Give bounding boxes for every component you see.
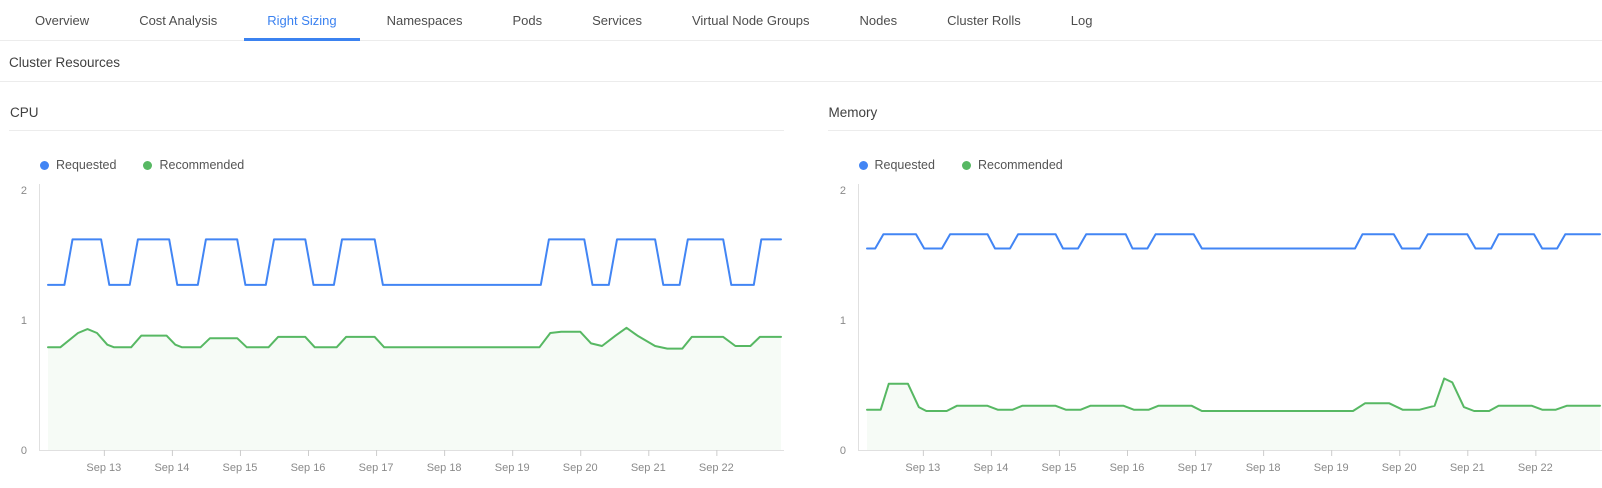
memory-chart: 0 1 2 Sep 13 Sep 14 Sep 15 Sep 16 Sep 17 Sep 18 S… <box>828 178 1602 481</box>
requested-dot-icon <box>40 160 49 170</box>
cpu-chart-svg: 0 1 2 Sep 13 Sep 14 Sep 15 Sep 16 Sep 17 Sep 18 S… <box>21 184 784 474</box>
section-header: Cluster Resources <box>0 41 1602 82</box>
tab-virtual-node-groups[interactable]: Virtual Node Groups <box>691 12 810 28</box>
memory-chart-svg: 0 1 2 Sep 13 Sep 14 Sep 15 Sep 16 Sep 17 Sep 18 S… <box>839 184 1602 474</box>
tab-right-sizing[interactable]: Right Sizing <box>242 0 361 41</box>
x-tick-label: Sep 14 <box>154 462 189 474</box>
x-tick-label: Sep 14 <box>973 462 1008 474</box>
x-tick-label: Sep 17 <box>359 462 394 474</box>
tab-namespaces[interactable]: Namespaces <box>386 12 463 28</box>
cpu-chart-legend: Requested Recommended <box>40 158 784 172</box>
x-tick-label: Sep 20 <box>563 462 598 474</box>
x-tick-label: Sep 15 <box>1041 462 1076 474</box>
requested-line <box>47 238 782 286</box>
cpu-chart-title: CPU <box>9 103 784 131</box>
x-tick-label: Sep 22 <box>1517 462 1552 474</box>
tab-services[interactable]: Services <box>592 12 642 28</box>
y-tick-label: 2 <box>21 185 27 197</box>
cpu-chart-panel: CPU Requested Recommended 0 1 2 Sep 13 Sep 14… <box>9 103 784 481</box>
tab-bar: Overview Cost Analysis Right Sizing Namespa… <box>0 0 1602 41</box>
x-tick-label: Sep 19 <box>1313 462 1348 474</box>
x-tick-label: Sep 13 <box>905 462 940 474</box>
y-tick-label: 2 <box>839 185 845 197</box>
recommended-dot-icon <box>143 160 153 170</box>
x-tick-label: Sep 17 <box>1177 462 1212 474</box>
cpu-chart: 0 1 2 Sep 13 Sep 14 Sep 15 Sep 16 Sep 17 Sep 18 S… <box>9 178 784 481</box>
tab-cost-analysis[interactable]: Cost Analysis <box>139 12 218 28</box>
x-tick-label: Sep 21 <box>1449 462 1484 474</box>
tab-pods[interactable]: Pods <box>512 12 543 28</box>
tab-nodes[interactable]: Nodes <box>859 12 898 28</box>
recommended-line <box>865 377 1601 412</box>
tab-log[interactable]: Log <box>1070 12 1093 28</box>
memory-chart-panel: Memory Requested Recommended 0 1 2 Sep 13 Sep… <box>827 103 1602 481</box>
tab-overview[interactable]: Overview <box>35 12 90 28</box>
y-tick-label: 0 <box>839 445 845 457</box>
memory-chart-title: Memory <box>827 103 1602 131</box>
requested-dot-icon <box>858 160 868 170</box>
x-tick-label: Sep 18 <box>427 462 462 474</box>
y-tick-label: 1 <box>21 315 27 327</box>
x-tick-label: Sep 13 <box>86 462 121 474</box>
x-tick-label: Sep 19 <box>495 462 530 474</box>
legend-label-requested: Requested <box>56 158 117 172</box>
legend-label-requested: Requested <box>874 158 935 172</box>
legend-item-recommended[interactable]: Recommended <box>961 158 1063 172</box>
x-tick-label: Sep 22 <box>699 462 734 474</box>
legend-label-recommended: Recommended <box>977 158 1063 172</box>
legend-label-recommended: Recommended <box>159 158 245 172</box>
y-tick-label: 0 <box>21 445 27 457</box>
legend-item-recommended[interactable]: Recommended <box>143 158 244 172</box>
recommended-line <box>47 326 782 350</box>
recommended-area <box>48 327 781 450</box>
x-tick-label: Sep 16 <box>1109 462 1144 474</box>
x-tick-label: Sep 18 <box>1245 462 1280 474</box>
x-tick-label: Sep 21 <box>631 462 666 474</box>
memory-chart-legend: Requested Recommended <box>858 158 1602 172</box>
tab-cluster-rolls[interactable]: Cluster Rolls <box>947 12 1021 28</box>
legend-item-requested[interactable]: Requested <box>40 158 116 172</box>
x-tick-label: Sep 16 <box>291 462 326 474</box>
y-tick-label: 1 <box>839 315 845 327</box>
recommended-area <box>866 378 1600 450</box>
legend-item-requested[interactable]: Requested <box>858 158 935 172</box>
requested-line <box>865 233 1601 250</box>
charts-row: CPU Requested Recommended 0 1 2 Sep 13 Sep 14… <box>0 103 1602 481</box>
recommended-dot-icon <box>961 160 971 170</box>
section-title: Cluster Resources <box>9 55 121 70</box>
x-tick-label: Sep 20 <box>1381 462 1416 474</box>
x-tick-label: Sep 15 <box>223 462 258 474</box>
